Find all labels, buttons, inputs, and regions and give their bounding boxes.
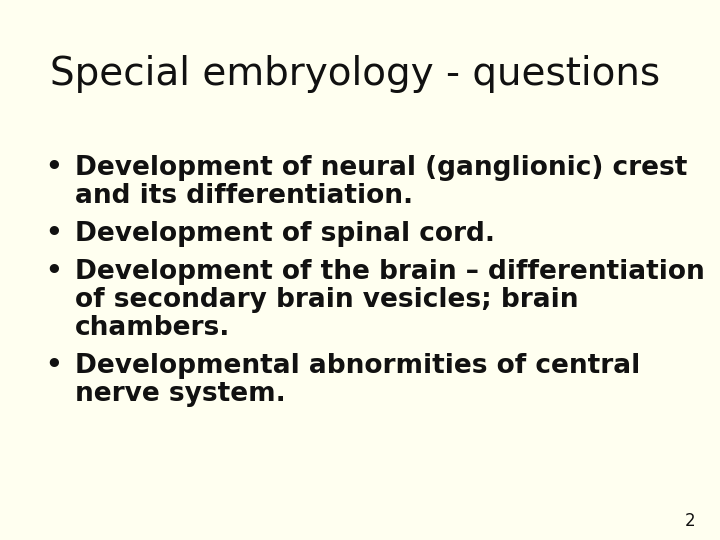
Text: of secondary brain vesicles; brain: of secondary brain vesicles; brain xyxy=(75,287,578,313)
Text: 2: 2 xyxy=(685,512,695,530)
Text: •: • xyxy=(45,221,62,247)
Text: •: • xyxy=(45,259,62,285)
Text: Development of neural (ganglionic) crest: Development of neural (ganglionic) crest xyxy=(75,155,688,181)
Text: Developmental abnormities of central: Developmental abnormities of central xyxy=(75,353,640,379)
Text: Development of spinal cord.: Development of spinal cord. xyxy=(75,221,495,247)
Text: •: • xyxy=(45,155,62,181)
Text: •: • xyxy=(45,353,62,379)
Text: Development of the brain – differentiation: Development of the brain – differentiati… xyxy=(75,259,705,285)
Text: and its differentiation.: and its differentiation. xyxy=(75,183,413,209)
Text: nerve system.: nerve system. xyxy=(75,381,286,407)
Text: chambers.: chambers. xyxy=(75,315,230,341)
Text: Special embryology - questions: Special embryology - questions xyxy=(50,55,660,93)
